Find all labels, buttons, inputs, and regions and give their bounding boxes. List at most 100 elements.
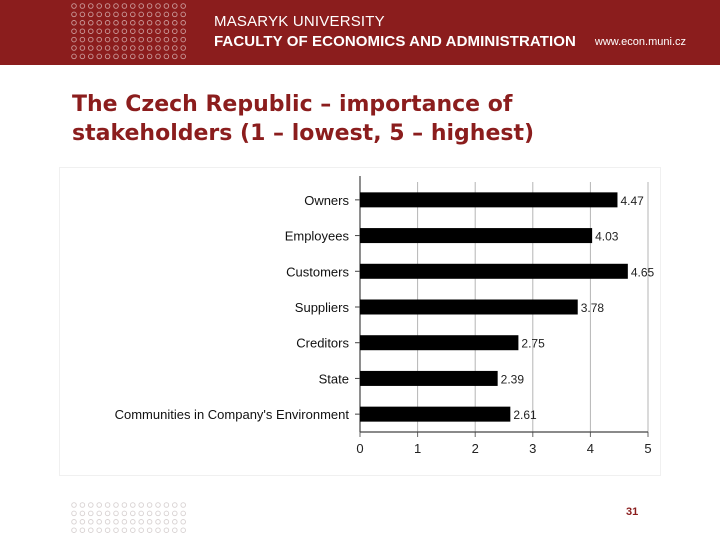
footer-dot [113,510,119,517]
bar [360,263,628,279]
footer-dot [172,510,178,517]
logo-dot [71,53,77,60]
footer-dot [121,502,128,508]
university-name: MASARYK UNIVERSITY [214,13,385,30]
logo-dot [79,45,86,51]
footer-dot [172,502,178,508]
footer-dot [96,527,102,533]
bar [360,228,593,244]
slide-title: The Czech Republic – importance of stake… [72,90,692,148]
logo-dot [163,36,170,43]
footer-dot [121,519,128,525]
value-label: 4.47 [620,194,644,208]
stakeholder-importance-chart: 0 1 2 3 4 5 Owners 4.47 Employees 4.03 Customers 4.… [115,176,655,456]
logo-dot [88,28,94,34]
footer-dot [146,510,153,517]
footer-dot [155,527,161,533]
page-number: 31 [626,506,639,518]
bar [360,406,511,422]
footer-dot [113,527,119,533]
value-label: 4.03 [595,230,619,244]
footer-dot [180,527,186,533]
logo-dot [146,20,153,26]
logo-dot [71,3,77,9]
footer-dot [130,510,136,517]
x-tick-label: 2 [472,441,479,456]
logo-dot [88,53,94,60]
logo-dot [172,11,178,18]
logo-dot [79,53,86,60]
logo-dot [180,20,186,26]
logo-dot [180,45,186,51]
logo-dot [163,11,170,18]
category-label: Suppliers [295,300,350,315]
logo-dot [146,11,153,18]
logo-dot [146,36,153,43]
footer-dot [96,510,102,517]
logo-dot [163,45,170,51]
value-label: 2.75 [521,337,545,351]
logo-dot [121,3,128,9]
logo-dot [104,36,111,43]
logo-dot [172,36,178,43]
footer-dot [113,519,119,525]
footer-dot [138,510,144,517]
logo-dot [79,3,86,9]
logo-dot [88,11,94,18]
logo-dot [138,20,144,26]
footer-dot [79,519,86,525]
logo-dot [96,3,102,9]
logo-dot [138,28,144,34]
bar [360,370,498,386]
logo-dot [113,20,119,26]
logo-dot [155,45,161,51]
logo-dot [79,36,86,43]
footer-dot [163,502,170,508]
logo-dot [155,3,161,9]
logo-dot [180,36,186,43]
logo-dot [130,28,136,34]
logo-dot [146,53,153,60]
footer-dot [130,527,136,533]
footer-dot [71,502,77,508]
logo-dot [172,3,178,9]
logo-dot [96,53,102,60]
logo-dot [138,3,144,9]
logo-dot [163,20,170,26]
logo-dot [180,28,186,34]
value-label: 2.61 [513,408,537,422]
logo-dot [180,53,186,60]
logo-dot [121,20,128,26]
logo-dot [130,36,136,43]
footer-dot [155,510,161,517]
footer-dot [88,510,94,517]
logo-dot [155,36,161,43]
logo-dot [104,45,111,51]
footer-dot [104,519,111,525]
logo-dot [104,53,111,60]
logo-dot [113,3,119,9]
footer-dot [79,510,86,517]
website-url[interactable]: www.econ.muni.cz [594,36,686,48]
logo-dot [113,11,119,18]
logo-dot [163,3,170,9]
category-label: Employees [285,229,350,244]
footer-dot [172,527,178,533]
bar [360,192,618,208]
footer-dot [96,519,102,525]
footer-dot [146,502,153,508]
x-tick-label: 3 [529,441,536,456]
logo-dot [104,20,111,26]
footer-dot [104,527,111,533]
chart-panel: 0 1 2 3 4 5 Owners 4.47 Employees 4.03 Customers 4.… [60,168,660,475]
footer-dot [155,502,161,508]
logo-dot [146,3,153,9]
x-tick-label: 1 [414,441,421,456]
logo-dot [155,11,161,18]
logo-dot [79,11,86,18]
footer-dot [121,510,128,517]
logo-dot [121,11,128,18]
logo-dot [71,28,77,34]
logo-dot [96,20,102,26]
logo-dot [138,45,144,51]
